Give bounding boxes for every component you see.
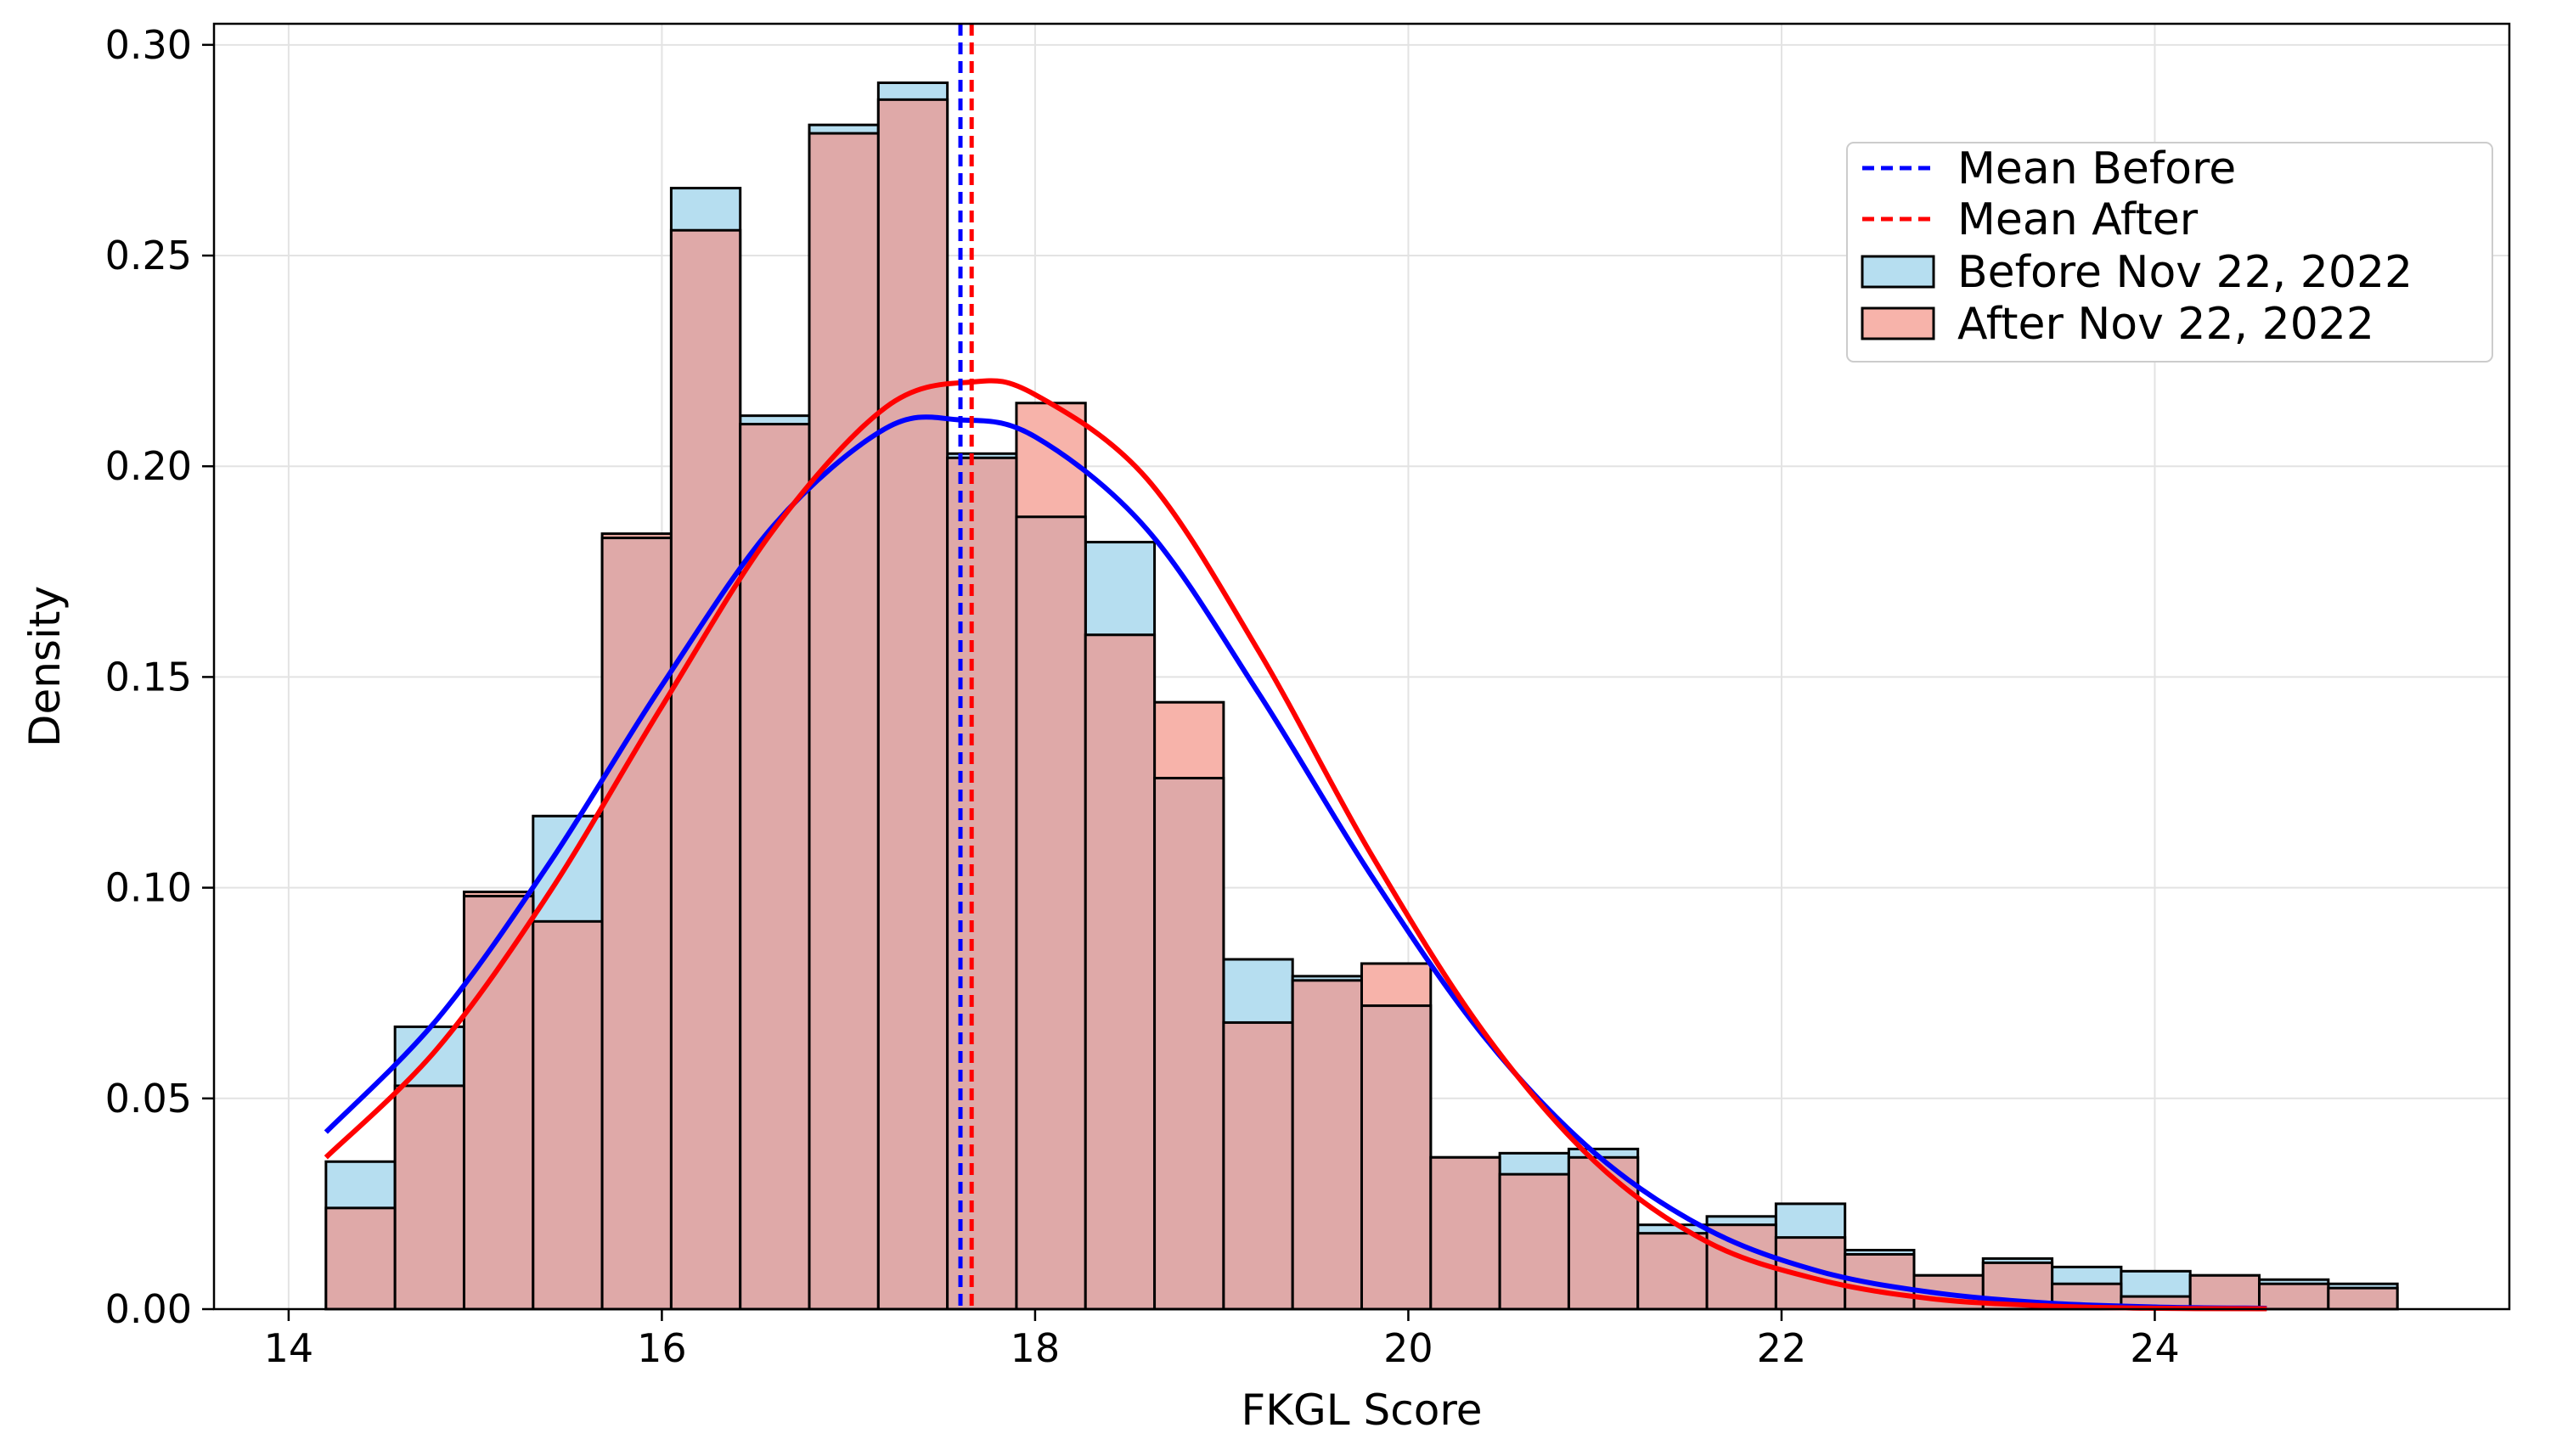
x-tick-label: 24 [2130, 1325, 2180, 1371]
overlap-bar [462, 895, 535, 1311]
overlap-bar [324, 1206, 397, 1311]
overlap-bar [1429, 1155, 1501, 1311]
overlap-bar [1360, 1004, 1433, 1311]
y-tick-label: 0.30 [105, 22, 192, 68]
legend: Mean Before Mean After Before Nov 22, 20… [1846, 142, 2493, 363]
overlap-bar [1636, 1232, 1709, 1311]
overlap-bar [669, 228, 742, 1311]
plot-frame [212, 22, 2511, 1311]
overlap-bar [1498, 1172, 1570, 1311]
overlap-bar [393, 1084, 465, 1311]
overlap-bar [1084, 633, 1157, 1311]
overlap-bar [600, 537, 673, 1311]
mean-lines [958, 24, 974, 1309]
legend-after-label: After Nov 22, 2022 [1957, 299, 2374, 350]
x-axis-label: FKGL Score [1241, 1386, 1482, 1435]
overlap-bar [2327, 1286, 2399, 1311]
fit-curves [324, 378, 2267, 1312]
overlap-bars [324, 98, 2399, 1311]
legend-before-swatch [1861, 255, 1935, 289]
y-tick-label: 0.05 [105, 1076, 192, 1122]
x-tick-label: 22 [1757, 1325, 1807, 1371]
x-tick-label: 16 [637, 1325, 687, 1371]
legend-mean-after-label: Mean After [1957, 194, 2199, 245]
x-tick-label: 20 [1383, 1325, 1433, 1371]
axis-ticks: 14 16 18 20 22 24 0.00 0.05 0.10 0.15 0.20 0.25 0.30 [105, 22, 2180, 1371]
y-tick-label: 0.10 [105, 865, 192, 911]
legend-after-swatch [1861, 306, 1935, 340]
before-fit-curve [324, 414, 2267, 1312]
y-tick-label: 0.20 [105, 443, 192, 489]
after-fit-curve [324, 378, 2267, 1312]
x-tick-label: 14 [264, 1325, 314, 1371]
legend-mean-before-label: Mean Before [1957, 143, 2236, 194]
overlap-bar [2188, 1273, 2261, 1311]
y-tick-label: 0.00 [105, 1286, 192, 1332]
overlap-bar [1567, 1155, 1640, 1311]
y-axis-label: Density [20, 586, 70, 747]
overlap-bar [808, 132, 880, 1311]
legend-box [1846, 142, 2493, 363]
y-tick-label: 0.15 [105, 654, 192, 700]
overlap-bar [2258, 1282, 2330, 1311]
overlap-bar [876, 98, 949, 1311]
x-tick-label: 18 [1011, 1325, 1061, 1371]
overlap-bar [532, 919, 604, 1311]
overlap-bar [1291, 979, 1363, 1311]
y-tick-label: 0.25 [105, 233, 192, 278]
legend-before-label: Before Nov 22, 2022 [1957, 247, 2413, 298]
overlap-bar [1222, 1020, 1294, 1311]
overlap-bar [946, 456, 1018, 1311]
overlap-bar [1153, 777, 1225, 1311]
overlap-bar [1015, 515, 1087, 1311]
